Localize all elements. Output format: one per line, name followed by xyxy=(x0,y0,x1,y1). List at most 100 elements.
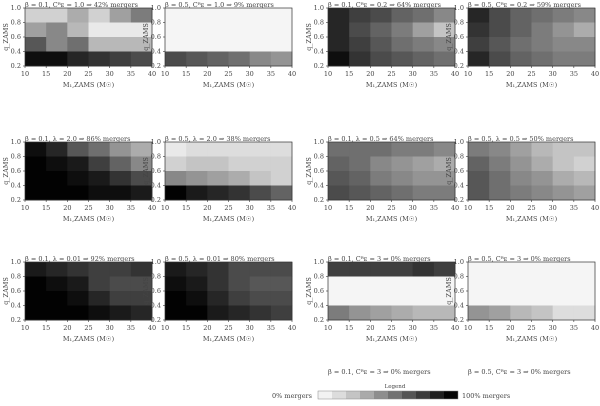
heatmap-cell xyxy=(67,171,89,186)
x-tick-label: 15 xyxy=(42,324,50,332)
y-tick-label: 0.2 xyxy=(151,316,161,324)
heatmap-cell xyxy=(228,142,251,157)
x-tick-label: 30 xyxy=(246,70,254,78)
legend-swatch xyxy=(346,391,360,399)
y-tick-label: 0.8 xyxy=(314,273,324,281)
heatmap-cell xyxy=(249,305,272,321)
heatmap-cell xyxy=(46,291,68,306)
heatmap-cell xyxy=(412,51,435,67)
y-axis-label: q_ZAMS xyxy=(2,23,10,51)
heatmap-cell xyxy=(489,171,511,186)
heatmap-cell xyxy=(270,276,293,292)
x-tick-label: 10 xyxy=(324,324,332,332)
x-tick-label: 35 xyxy=(267,204,275,212)
x-tick-label: 15 xyxy=(485,204,493,212)
heatmap-panel: β = 0.1, Cᴮᴇ = 1.0 ⇒ 42% mergers 10 15 20 25… xyxy=(2,1,156,89)
panel-title: β = 0.1, λ = 0.01 ⇒ 92% mergers xyxy=(25,255,135,263)
x-tick-label: 20 xyxy=(506,324,514,332)
heatmap-panel: β = 0.5, Cᴮᴇ = 1.0 ⇒ 9% mergers 10 15 20 25 3… xyxy=(142,1,296,89)
heatmap-cell xyxy=(433,262,456,277)
heatmap-cell xyxy=(228,291,251,306)
heatmap-cell xyxy=(109,156,132,172)
heatmap-cell xyxy=(25,156,47,172)
heatmap-cell xyxy=(228,156,251,172)
heatmap-cell xyxy=(328,276,350,292)
heatmap-cell xyxy=(349,51,371,67)
x-axis-label: M₁,ZAMS (M☉) xyxy=(366,81,418,89)
heatmap-cell xyxy=(489,262,511,277)
heatmap-cell xyxy=(412,156,435,172)
heatmap-cell xyxy=(370,291,392,306)
panel-title: β = 0.1, Cᴮᴇ = 3 ⇒ 0% mergers xyxy=(328,255,431,263)
legend-swatch xyxy=(374,391,388,399)
y-tick-label: 0.2 xyxy=(11,316,21,324)
x-axis-label: M₁,ZAMS (M☉) xyxy=(506,335,558,343)
heatmap-cell xyxy=(468,291,490,306)
heatmap-cell xyxy=(207,22,229,38)
heatmap-cell xyxy=(489,142,511,157)
x-tick-label: 40 xyxy=(451,324,459,332)
heatmap-cell xyxy=(109,305,132,321)
y-tick-label: 0.2 xyxy=(454,196,464,204)
x-tick-label: 40 xyxy=(451,204,459,212)
x-tick-label: 35 xyxy=(267,70,275,78)
heatmap-cell xyxy=(391,37,414,52)
y-axis-label: q_ZAMS xyxy=(2,277,10,305)
x-tick-label: 40 xyxy=(288,70,296,78)
heatmap-cell xyxy=(433,142,456,157)
heatmap-cell xyxy=(531,291,554,306)
y-tick-label: 1.0 xyxy=(454,258,464,266)
heatmap-cell xyxy=(186,276,208,292)
heatmap-cell xyxy=(130,262,153,277)
heatmap-cell xyxy=(510,171,532,186)
x-tick-label: 40 xyxy=(591,70,599,78)
x-tick-label: 35 xyxy=(570,70,578,78)
heatmap-cell xyxy=(130,305,153,321)
heatmap-cell xyxy=(130,22,153,38)
x-tick-label: 15 xyxy=(345,204,353,212)
heatmap-cell xyxy=(391,262,414,277)
heatmap-cell xyxy=(370,142,392,157)
y-axis-label: q_ZAMS xyxy=(142,157,150,185)
x-tick-label: 25 xyxy=(224,324,232,332)
heatmap-cell xyxy=(186,305,208,321)
heatmap-cell xyxy=(165,262,187,277)
heatmap-cell xyxy=(46,22,68,38)
x-tick-label: 40 xyxy=(148,70,156,78)
heatmap-cell xyxy=(370,305,392,321)
heatmap-cell xyxy=(88,291,111,306)
heatmap-cell xyxy=(88,305,111,321)
heatmap-cell xyxy=(370,262,392,277)
y-tick-label: 0.2 xyxy=(151,196,161,204)
x-tick-label: 25 xyxy=(527,70,535,78)
y-tick-label: 0.8 xyxy=(151,153,161,161)
heatmap-cell xyxy=(249,156,272,172)
x-tick-label: 20 xyxy=(506,204,514,212)
heatmap-cell xyxy=(25,142,47,157)
heatmap-cell xyxy=(270,51,293,67)
x-tick-label: 30 xyxy=(549,70,557,78)
x-tick-label: 15 xyxy=(182,324,190,332)
heatmap-panel: β = 0.5, λ = 0.5 ⇒ 50% mergers 10 15 20 25 30… xyxy=(445,135,599,223)
y-tick-label: 0.2 xyxy=(454,316,464,324)
heatmap-cell xyxy=(468,276,490,292)
x-tick-label: 40 xyxy=(591,324,599,332)
x-tick-label: 30 xyxy=(409,70,417,78)
heatmap-cell xyxy=(573,305,596,321)
x-tick-label: 40 xyxy=(451,70,459,78)
x-tick-label: 10 xyxy=(21,324,29,332)
x-tick-label: 25 xyxy=(224,204,232,212)
heatmap-cell xyxy=(228,185,251,201)
x-axis-label: M₁,ZAMS (M☉) xyxy=(203,81,255,89)
y-tick-label: 0.8 xyxy=(151,19,161,27)
heatmap-cell xyxy=(573,22,596,38)
legend: Legend 0% mergers 100% mergers xyxy=(272,384,510,400)
heatmap-cell xyxy=(130,185,153,201)
legend-swatch xyxy=(444,391,458,399)
heatmap-cell xyxy=(531,37,554,52)
y-tick-label: 0.8 xyxy=(11,273,21,281)
heatmap-cell xyxy=(489,37,511,52)
heatmap-cell xyxy=(186,142,208,157)
panel-title: β = 0.1, Cᴮᴇ = 1.0 ⇒ 42% mergers xyxy=(25,1,138,9)
heatmap-cell xyxy=(109,37,132,52)
